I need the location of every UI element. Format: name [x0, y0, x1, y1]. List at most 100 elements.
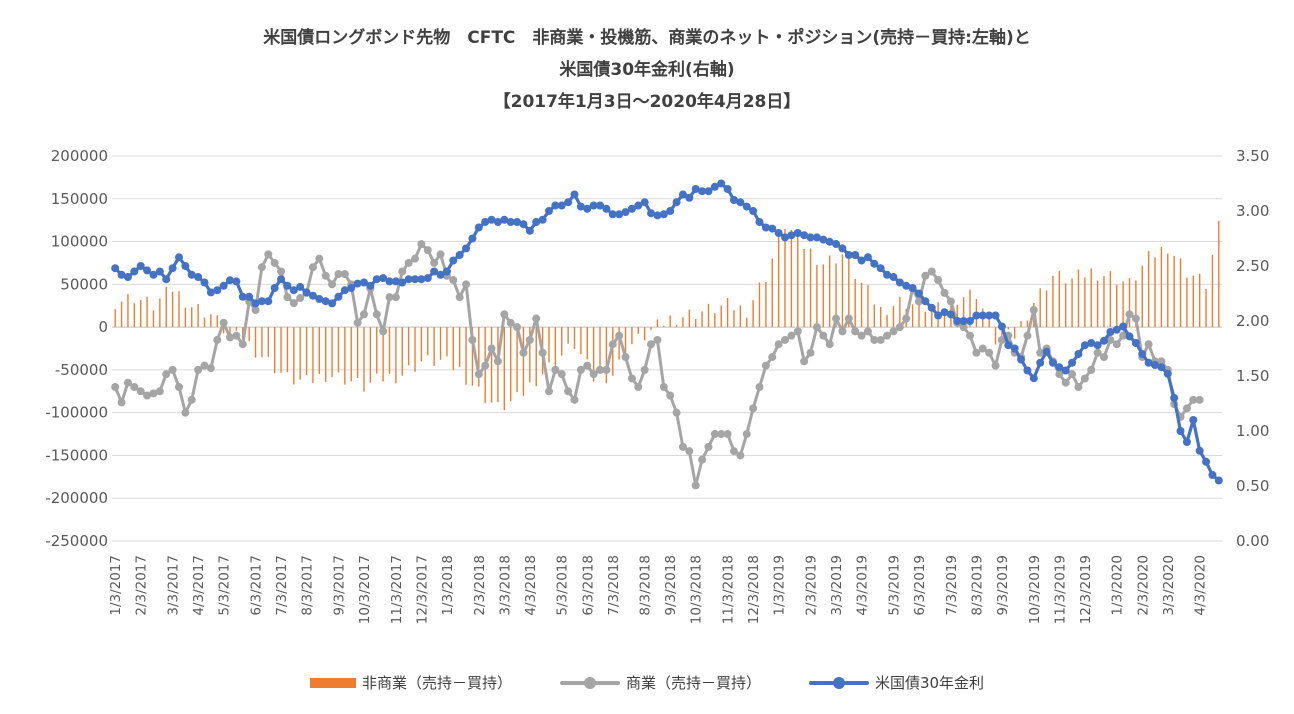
- x-axis-tick-label: 5/3/2019: [886, 555, 902, 616]
- treasury-yield-point: [493, 218, 502, 226]
- noncommercial-bar: [503, 327, 506, 411]
- treasury-yield-point: [213, 286, 222, 295]
- x-axis-tick-label: 10/3/2019: [1027, 555, 1043, 624]
- x-axis-tick-label: 12/3/2017: [414, 555, 430, 624]
- commercial-point: [576, 365, 585, 374]
- treasury-yield-point: [430, 267, 439, 276]
- commercial-point: [257, 263, 266, 272]
- x-axis-tick-label: 5/3/2017: [217, 555, 233, 616]
- treasury-yield-point: [1138, 350, 1147, 358]
- treasury-yield-point: [270, 284, 279, 292]
- legend-item-commercial[interactable]: 商業（売持－買持）: [559, 672, 761, 693]
- chart-title-line3: 【2017年1月3日～2020年4月28日】: [493, 92, 801, 112]
- noncommercial-bar: [510, 327, 512, 402]
- commercial-point: [181, 408, 190, 417]
- noncommercial-bar: [899, 296, 901, 328]
- noncommercial-bar: [1211, 254, 1214, 328]
- commercial-point: [927, 267, 936, 276]
- legend-swatch-bar: [309, 677, 356, 688]
- commercial-point: [851, 327, 860, 336]
- treasury-yield-point: [1112, 325, 1121, 334]
- treasury-yield-point: [194, 273, 203, 281]
- treasury-yield-point: [264, 297, 273, 306]
- commercial-point: [698, 455, 707, 464]
- right-axis-tick-label: 3.00: [1236, 202, 1269, 220]
- commercial-point: [755, 383, 764, 391]
- commercial-point: [621, 353, 630, 362]
- noncommercial-bar: [797, 231, 799, 328]
- noncommercial-bar: [682, 317, 684, 328]
- treasury-yield-point: [449, 256, 458, 265]
- noncommercial-bar: [395, 327, 397, 384]
- noncommercial-bar: [688, 309, 691, 328]
- commercial-point: [283, 293, 292, 302]
- treasury-yield-point: [717, 179, 726, 188]
- commercial-point: [468, 335, 477, 344]
- noncommercial-bar: [816, 264, 818, 328]
- treasury-yield-point: [334, 292, 343, 301]
- right-axis-ticks: 3.50 3.00 2.50 2.00 1.50 1.00 0.50 0.00: [1236, 147, 1269, 550]
- commercial-point: [710, 430, 719, 439]
- noncommercial-bar: [592, 327, 595, 382]
- noncommercial-bar: [471, 327, 474, 386]
- treasury-yield-point: [959, 317, 968, 325]
- noncommercial-bar: [446, 327, 448, 357]
- commercial-point: [819, 331, 828, 340]
- noncommercial-bar: [235, 327, 238, 331]
- commercial-point: [455, 293, 464, 302]
- treasury-yield-point: [902, 281, 911, 290]
- treasury-yield-point: [863, 253, 872, 262]
- noncommercial-bar: [478, 327, 480, 387]
- noncommercial-bar: [771, 258, 773, 328]
- treasury-yield-point: [1151, 361, 1160, 369]
- treasury-yield-point: [1157, 363, 1166, 372]
- commercial-point: [277, 267, 286, 276]
- treasury-yield-point: [1182, 438, 1191, 446]
- noncommercial-bar: [401, 327, 403, 376]
- noncommercial-bar: [222, 327, 225, 334]
- treasury-yield-point: [946, 310, 955, 319]
- noncommercial-bar: [516, 327, 518, 393]
- noncommercial-bar: [1173, 255, 1175, 328]
- noncommercial-bar: [943, 308, 946, 328]
- noncommercial-bar: [1147, 250, 1150, 328]
- commercial-point: [1061, 378, 1070, 387]
- commercial-point: [946, 297, 955, 306]
- treasury-yield-point: [404, 275, 413, 284]
- noncommercial-bar: [146, 296, 148, 328]
- legend-item-noncommercial[interactable]: 非商業（売持－買持）: [309, 672, 512, 693]
- noncommercial-bar: [586, 327, 588, 360]
- noncommercial-bar: [382, 327, 384, 382]
- commercial-point: [832, 314, 841, 323]
- noncommercial-bar: [599, 327, 601, 374]
- treasury-yield-point: [672, 198, 681, 207]
- treasury-yield-point: [787, 231, 796, 240]
- commercial-point: [525, 335, 534, 344]
- x-axis-tick-label: 9/3/2018: [663, 555, 679, 616]
- commercial-point: [985, 348, 994, 357]
- commercial-point: [411, 254, 420, 263]
- treasury-yield-point: [315, 295, 324, 303]
- legend-item-treasury-yield[interactable]: 米国債30年金利: [808, 672, 984, 693]
- treasury-yield-point: [525, 226, 534, 235]
- commercial-point: [391, 293, 400, 302]
- commercial-point: [513, 323, 522, 332]
- noncommercial-bar: [1001, 327, 1003, 337]
- noncommercial-bar: [1065, 283, 1067, 328]
- right-axis-tick-label: 1.00: [1236, 422, 1269, 440]
- noncommercial-bar: [746, 317, 748, 328]
- commercial-point: [883, 331, 892, 340]
- noncommercial-bar: [631, 327, 633, 345]
- commercial-point: [583, 361, 592, 370]
- x-axis-tick-label: 10/3/2017: [357, 555, 373, 624]
- treasury-yield-point: [1029, 374, 1038, 383]
- treasury-yield-point: [251, 299, 260, 308]
- treasury-yield-point: [1125, 332, 1134, 341]
- commercial-point: [500, 310, 509, 319]
- noncommercial-bar: [344, 327, 346, 385]
- noncommercial-bar: [994, 327, 997, 345]
- commercial-point: [315, 254, 324, 263]
- noncommercial-bar: [809, 248, 812, 328]
- x-axis-tick-label: 2/3/2019: [804, 555, 820, 616]
